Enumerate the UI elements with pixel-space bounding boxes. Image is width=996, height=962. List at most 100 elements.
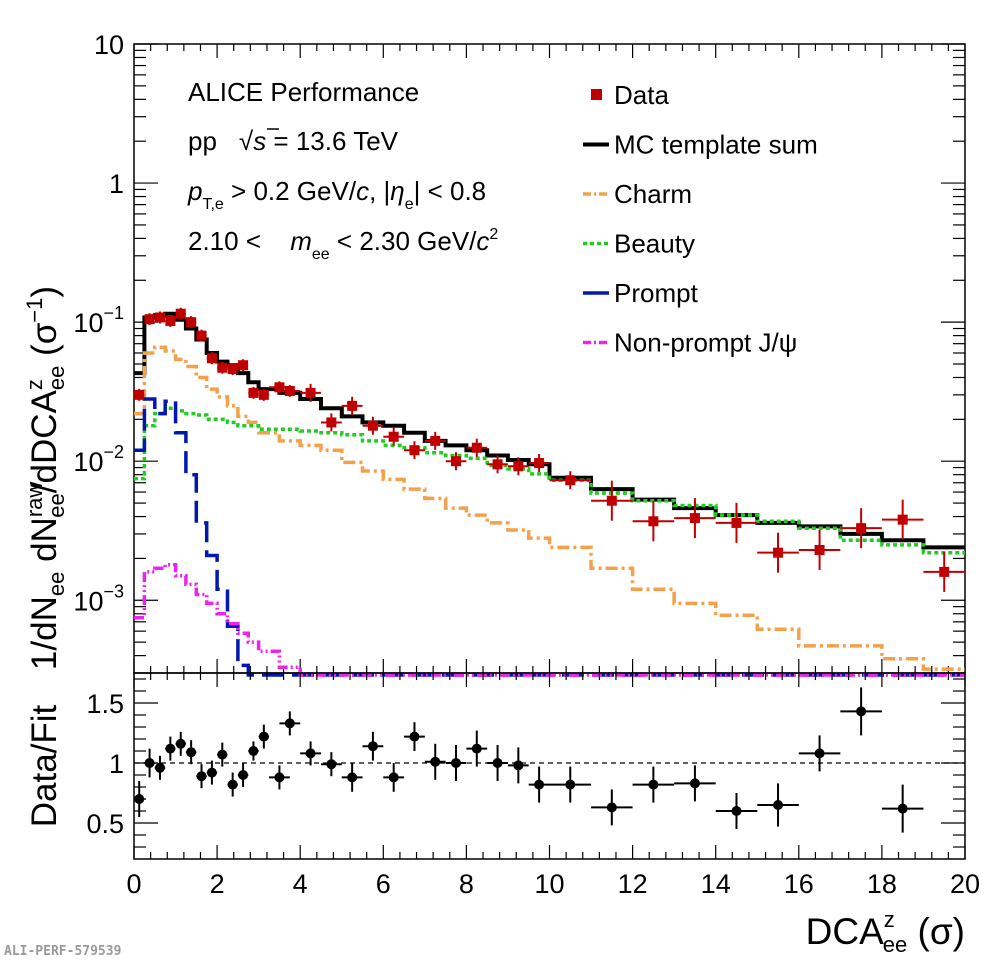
bottom-panel: 0.5 1 1.5 0 2 4 6 8 10 12 14 16 18 20 Data/Fit DCAz ee… xyxy=(25,672,980,957)
data-point xyxy=(814,544,825,555)
figure-id-label: ALI-PERF-579539 xyxy=(4,944,121,959)
ratio-points xyxy=(134,687,924,833)
series-charm xyxy=(134,345,965,671)
annotation-energy: pp √s = 13.6 TeV xyxy=(188,126,399,156)
ratio-point xyxy=(856,706,867,717)
ratio-point xyxy=(367,741,378,752)
bottom-frame xyxy=(133,672,966,860)
bottom-y-axis-label: Data/Fit xyxy=(25,704,64,827)
data-point xyxy=(347,400,358,411)
x-axis-label: DCAz ee (σ) xyxy=(806,907,965,957)
ratio-point xyxy=(196,771,207,782)
legend-label-non-prompt-j: Non-prompt J/ψ xyxy=(614,328,797,358)
top-tick-labels: 10 1 10−1 10−2 10−3 xyxy=(73,30,124,616)
x-tick-label: 4 xyxy=(293,869,308,899)
x-tick-label: 6 xyxy=(376,869,391,899)
ratio-point xyxy=(165,743,176,754)
top-y-tick-label: 10 xyxy=(94,30,124,60)
ratio-point xyxy=(534,779,545,790)
ratio-point xyxy=(284,718,295,729)
data-point xyxy=(227,364,238,375)
data-point xyxy=(238,360,249,371)
data-point xyxy=(196,330,207,341)
ratio-point xyxy=(773,800,784,810)
bottom-tick-labels: 0.5 1 1.5 0 2 4 6 8 10 12 14 16 18 20 xyxy=(86,689,980,899)
legend-label-data: Data xyxy=(614,80,669,110)
ratio-point xyxy=(175,738,186,749)
legend-label-mc-template-sum: MC template sum xyxy=(614,130,818,160)
data-point xyxy=(217,362,228,373)
ratio-point xyxy=(305,748,316,759)
data-point xyxy=(258,389,269,400)
ratio-point xyxy=(274,772,285,783)
ratio-point xyxy=(897,803,908,814)
data-point xyxy=(274,382,285,393)
ratio-point xyxy=(451,758,462,768)
ratio-point xyxy=(689,778,700,789)
ratio-point xyxy=(217,749,228,760)
series-mc-template-sum xyxy=(134,311,965,550)
x-tick-label: 14 xyxy=(701,869,731,899)
top-axes xyxy=(133,43,966,674)
data-point xyxy=(731,517,742,528)
top-y-tick-label: 1 xyxy=(109,169,124,199)
ratio-point xyxy=(186,747,197,758)
x-tick-label: 16 xyxy=(784,869,814,899)
data-point xyxy=(206,353,217,364)
bottom-axes xyxy=(133,673,966,859)
top-y-tick-label: 10−2 xyxy=(73,442,124,477)
legend: Data MC template sum Charm Beauty Prompt Non-… xyxy=(583,80,818,358)
ratio-point xyxy=(492,758,503,768)
data-point xyxy=(367,420,378,431)
ratio-point xyxy=(565,779,576,790)
x-tick-label: 18 xyxy=(867,869,897,899)
series-data xyxy=(134,307,965,592)
ratio-point xyxy=(227,779,238,790)
ratio-point xyxy=(648,779,659,790)
data-point xyxy=(773,547,784,558)
data-point xyxy=(534,458,545,469)
data-point xyxy=(492,459,503,470)
data-point xyxy=(248,387,259,398)
ratio-point xyxy=(326,759,337,770)
data-point xyxy=(430,435,441,446)
data-point xyxy=(513,461,524,472)
x-tick-label: 12 xyxy=(618,869,648,899)
data-point xyxy=(606,495,617,506)
ratio-point xyxy=(388,772,399,783)
data-point xyxy=(939,566,950,577)
bottom-y-tick-label: 1.5 xyxy=(86,689,124,719)
annotation-mass-range: 2.10 < mee < 2.30 GeV/c2 xyxy=(188,226,498,263)
ratio-point xyxy=(206,767,217,778)
ratio-point xyxy=(248,746,259,756)
series-non-prompt-j xyxy=(134,563,965,677)
ratio-point xyxy=(238,770,249,780)
data-point xyxy=(144,314,155,325)
ratio-point xyxy=(606,802,617,813)
x-tick-label: 0 xyxy=(126,869,141,899)
top-y-tick-label: 10−1 xyxy=(73,303,124,338)
data-point xyxy=(284,385,295,396)
annotation-alice: ALICE Performance xyxy=(188,77,419,107)
ratio-point xyxy=(134,794,145,804)
x-tick-label: 8 xyxy=(459,869,474,899)
data-point xyxy=(388,431,399,442)
data-point xyxy=(186,317,197,328)
data-point xyxy=(326,417,337,428)
top-panel: 10 1 10−1 10−2 10−3 1/dNee dNrawee/dDCAzee (… xyxy=(22,30,966,677)
legend-label-prompt: Prompt xyxy=(614,278,699,308)
data-point xyxy=(165,315,176,326)
data-point xyxy=(856,523,867,534)
ratio-point xyxy=(154,762,165,773)
ratio-point xyxy=(731,806,742,816)
legend-label-beauty: Beauty xyxy=(614,229,695,259)
bottom-y-tick-label: 0.5 xyxy=(86,809,124,839)
ratio-point xyxy=(513,760,524,771)
data-point xyxy=(897,514,908,525)
ratio-point xyxy=(347,772,358,783)
x-tick-label: 20 xyxy=(950,869,980,899)
data-point xyxy=(471,442,482,453)
top-y-axis-label: 1/dNee dNrawee/dDCAzee (σ−1) xyxy=(22,286,69,670)
legend-label-charm: Charm xyxy=(614,179,692,209)
